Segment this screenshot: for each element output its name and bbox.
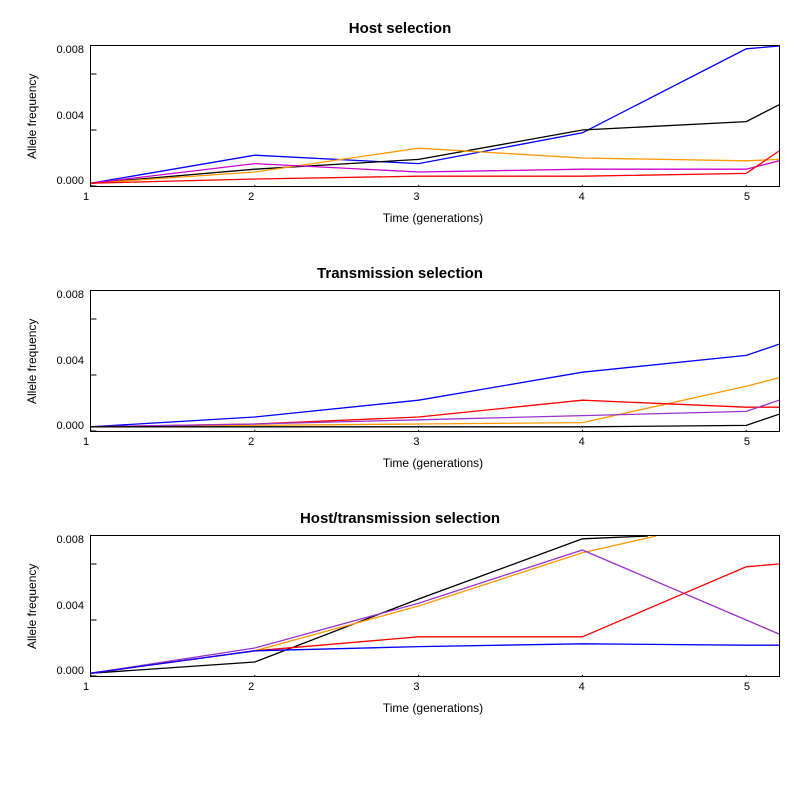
series-line	[91, 536, 656, 673]
y-axis-label: Allele frequency	[20, 290, 40, 432]
x-tick-label: 2	[248, 191, 254, 203]
y-tick-label: 0.000	[40, 666, 84, 677]
panel-title: Transmission selection	[20, 265, 780, 282]
y-tick-label: 0.000	[40, 421, 84, 432]
plot-area	[90, 290, 780, 432]
y-axis-label: Allele frequency	[20, 45, 40, 187]
y-tick-label: 0.008	[40, 535, 84, 546]
chart-container: Host selectionAllele frequency0.0080.004…	[20, 20, 780, 715]
series-line	[91, 536, 648, 673]
y-tick-label: 0.004	[40, 111, 84, 122]
x-tick-label: 5	[744, 436, 750, 448]
series-line	[91, 644, 779, 673]
x-tick-label: 4	[579, 681, 585, 693]
panel-title: Host selection	[20, 20, 780, 37]
series-line	[91, 550, 779, 673]
y-tick-label: 0.000	[40, 176, 84, 187]
x-tick-label: 2	[248, 436, 254, 448]
y-axis-ticks: 0.008 0.004 0.000	[40, 290, 90, 432]
lines-svg	[91, 291, 779, 431]
x-axis-ticks: 1 2 3 4 5	[86, 187, 780, 205]
y-axis-ticks: 0.008 0.004 0.000	[40, 535, 90, 677]
x-tick-label: 1	[83, 191, 89, 203]
plot-wrap: Allele frequency0.008 0.004 0.000	[20, 535, 780, 677]
x-tick-label: 5	[744, 191, 750, 203]
series-line	[91, 46, 779, 183]
lines-svg	[91, 46, 779, 186]
x-tick-label: 4	[579, 436, 585, 448]
series-line	[91, 344, 779, 427]
chart-panel: Host/transmission selection Allele freque…	[20, 510, 780, 715]
x-tick-label: 5	[744, 681, 750, 693]
x-tick-label: 1	[83, 436, 89, 448]
x-tick-label: 1	[83, 681, 89, 693]
series-line	[91, 161, 779, 183]
y-tick-label: 0.008	[40, 45, 84, 56]
x-axis-ticks: 1 2 3 4 5	[86, 677, 780, 695]
plot-area	[90, 45, 780, 187]
x-tick-label: 3	[413, 681, 419, 693]
chart-panel: Host selection Allele frequency0.008 0.004…	[20, 20, 780, 225]
y-tick-label: 0.008	[40, 290, 84, 301]
lines-svg	[91, 536, 779, 676]
x-tick-label: 3	[413, 436, 419, 448]
x-axis-label: Time (generations)	[86, 701, 780, 715]
plot-wrap: Allele frequency0.008 0.004 0.000	[20, 290, 780, 432]
y-axis-label: Allele frequency	[20, 535, 40, 677]
plot-area	[90, 535, 780, 677]
x-tick-label: 2	[248, 681, 254, 693]
x-axis-label: Time (generations)	[86, 456, 780, 470]
x-axis-label: Time (generations)	[86, 211, 780, 225]
chart-panel: Transmission selection Allele frequency0.…	[20, 265, 780, 470]
y-tick-label: 0.004	[40, 356, 84, 367]
panel-title: Host/transmission selection	[20, 510, 780, 527]
y-axis-ticks: 0.008 0.004 0.000	[40, 45, 90, 187]
x-tick-label: 3	[413, 191, 419, 203]
x-axis-ticks: 1 2 3 4 5	[86, 432, 780, 450]
plot-wrap: Allele frequency0.008 0.004 0.000	[20, 45, 780, 187]
x-tick-label: 4	[579, 191, 585, 203]
y-tick-label: 0.004	[40, 601, 84, 612]
